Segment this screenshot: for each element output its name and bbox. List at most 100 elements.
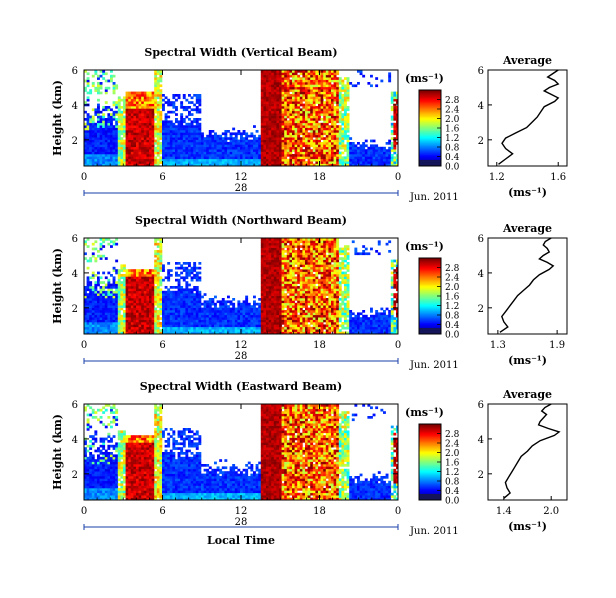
- panel-title: Spectral Width (Vertical Beam): [144, 46, 337, 59]
- colorbar-tick-label: 2.4: [445, 106, 460, 116]
- colorbar: [418, 257, 442, 335]
- average-y-tick-label: 4: [478, 435, 484, 446]
- colorbar: [418, 89, 442, 167]
- y-tick-label: 4: [72, 269, 78, 280]
- y-axis-label: Height (km): [51, 414, 64, 490]
- colorbar-title: (ms⁻¹): [405, 406, 444, 419]
- average-x-tick-label: 2.0: [543, 506, 559, 517]
- colorbar-tick-label: 2.0: [445, 115, 460, 125]
- average-profile: [487, 403, 568, 501]
- x-tick-label: 0: [395, 340, 401, 351]
- x-tick-label: 6: [159, 172, 165, 183]
- average-title: Average: [502, 388, 552, 401]
- average-y-tick-label: 6: [478, 66, 484, 77]
- heatmap: [84, 404, 398, 501]
- x-tick-label: 6: [159, 340, 165, 351]
- x-tick-label: 6: [159, 506, 165, 517]
- average-y-tick-label: 2: [478, 136, 484, 147]
- y-tick-label: 2: [72, 136, 78, 147]
- y-tick-label: 4: [72, 101, 78, 112]
- colorbar-tick-label: 0.4: [445, 487, 460, 497]
- x-tick-label: 18: [313, 340, 326, 351]
- average-unit-label: (ms⁻¹): [508, 186, 547, 199]
- x-tick-label: 0: [81, 506, 87, 517]
- colorbar-tick-label: 1.2: [445, 302, 459, 312]
- average-frame: [487, 237, 568, 335]
- date-day-label: 28: [235, 183, 248, 194]
- y-axis-label: Height (km): [51, 248, 64, 324]
- average-profile: [487, 237, 568, 335]
- y-tick-label: 2: [72, 304, 78, 315]
- colorbar-tick-label: 1.6: [445, 125, 460, 135]
- colorbar-tick-label: 1.2: [445, 134, 459, 144]
- average-unit-label: (ms⁻¹): [508, 520, 547, 533]
- x-tick-label: 0: [395, 172, 401, 183]
- x-tick-label: 0: [81, 340, 87, 351]
- colorbar-tick-label: 2.4: [445, 440, 460, 450]
- x-tick-label: 18: [313, 506, 326, 517]
- average-profile: [487, 69, 568, 167]
- average-y-tick-label: 4: [478, 101, 484, 112]
- colorbar-tick-label: 2.0: [445, 283, 460, 293]
- y-tick-label: 6: [72, 234, 78, 245]
- average-frame: [487, 403, 568, 501]
- average-y-tick-label: 6: [478, 400, 484, 411]
- average-line: [503, 403, 561, 499]
- average-x-tick-label: 1.3: [490, 340, 506, 351]
- colorbar-tick-label: 0.8: [445, 478, 460, 488]
- date-month-label: Jun. 2011: [409, 192, 459, 203]
- heatmap: [84, 70, 398, 167]
- x-tick-label: 12: [235, 172, 248, 183]
- colorbar-tick-label: 0.0: [445, 497, 460, 507]
- average-x-tick-label: 1.4: [496, 506, 512, 517]
- panel-title: Spectral Width (Eastward Beam): [140, 380, 342, 393]
- colorbar-tick-label: 0.0: [445, 331, 460, 341]
- colorbar-tick-label: 2.8: [445, 430, 460, 440]
- colorbar-title: (ms⁻¹): [405, 72, 444, 85]
- average-y-tick-label: 4: [478, 269, 484, 280]
- colorbar-tick-label: 1.6: [445, 459, 460, 469]
- colorbar-tick-label: 0.4: [445, 321, 460, 331]
- panel-1: Spectral Width (Vertical Beam) 0 6 12 18 0 2 4 6…: [51, 46, 568, 203]
- x-axis-label: Local Time: [207, 534, 275, 547]
- colorbar-tick-label: 2.0: [445, 449, 460, 459]
- date-day-label: 28: [235, 517, 248, 528]
- y-tick-label: 6: [72, 66, 78, 77]
- average-line: [499, 237, 555, 333]
- colorbar-title: (ms⁻¹): [405, 240, 444, 253]
- y-tick-label: 2: [72, 470, 78, 481]
- average-unit-label: (ms⁻¹): [508, 354, 547, 367]
- colorbar-tick-label: 0.4: [445, 153, 460, 163]
- x-tick-label: 18: [313, 172, 326, 183]
- date-month-label: Jun. 2011: [409, 360, 459, 371]
- average-x-tick-label: 1.2: [489, 172, 505, 183]
- colorbar-tick-label: 1.6: [445, 293, 460, 303]
- heatmap: [84, 238, 398, 335]
- x-tick-label: 12: [235, 340, 248, 351]
- panel-2: Spectral Width (Northward Beam) 0 6 12 18 0 2 4…: [51, 214, 568, 371]
- average-x-tick-label: 1.6: [550, 172, 566, 183]
- panel-3: Spectral Width (Eastward Beam) 0 6 12 18 0 2 4 6…: [51, 380, 568, 547]
- average-y-tick-label: 6: [478, 234, 484, 245]
- y-tick-label: 4: [72, 435, 78, 446]
- average-y-tick-label: 2: [478, 304, 484, 315]
- y-axis-label: Height (km): [51, 80, 64, 156]
- average-y-tick-label: 2: [478, 470, 484, 481]
- average-x-tick-label: 1.9: [549, 340, 565, 351]
- date-day-label: 28: [235, 351, 248, 362]
- average-frame: [487, 69, 568, 167]
- colorbar: [418, 423, 442, 501]
- colorbar-tick-label: 0.8: [445, 144, 460, 154]
- colorbar-tick-label: 1.2: [445, 468, 459, 478]
- colorbar-tick-label: 0.0: [445, 163, 460, 173]
- x-tick-label: 0: [395, 506, 401, 517]
- date-month-label: Jun. 2011: [409, 526, 459, 537]
- colorbar-tick-label: 2.4: [445, 274, 460, 284]
- average-line: [498, 69, 560, 165]
- colorbar-tick-label: 0.8: [445, 312, 460, 322]
- x-tick-label: 0: [81, 172, 87, 183]
- colorbar-tick-label: 2.8: [445, 264, 460, 274]
- y-tick-label: 6: [72, 400, 78, 411]
- average-title: Average: [502, 54, 552, 67]
